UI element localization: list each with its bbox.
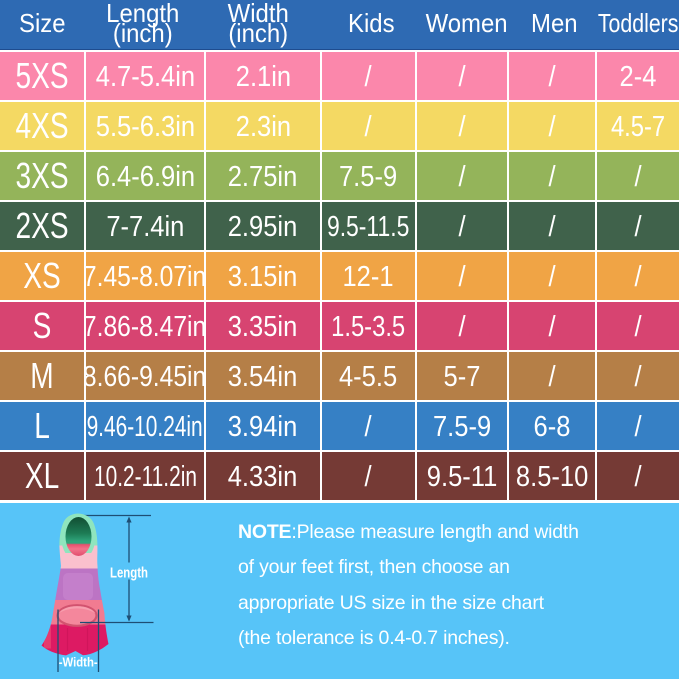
- svg-text:Length: Length: [110, 565, 148, 582]
- svg-text:-Width-: -Width-: [59, 655, 98, 670]
